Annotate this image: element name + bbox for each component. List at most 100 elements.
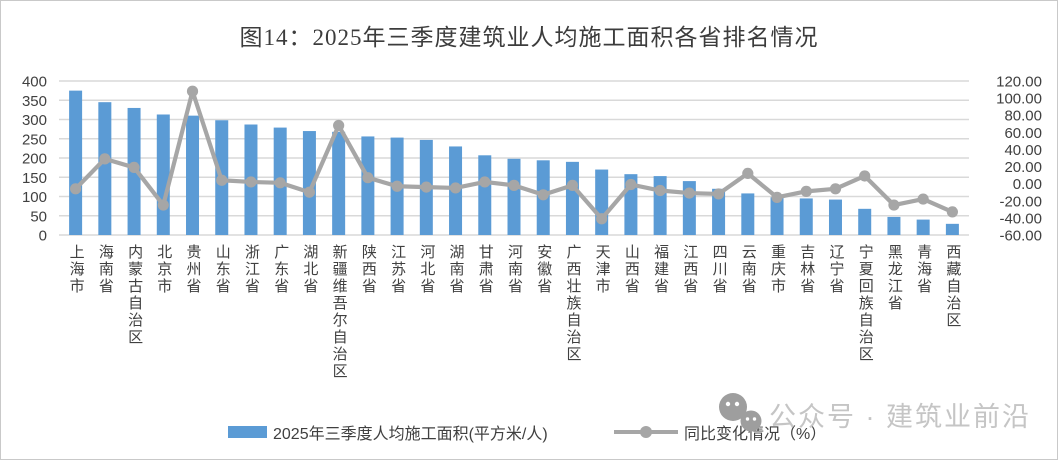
line-point-青海省	[917, 193, 929, 205]
category-label-广西壮族自治区: 广西壮族自治区	[564, 244, 582, 363]
legend-line-label: 同比变化情况（%）	[684, 426, 827, 443]
bar-四川省	[712, 188, 726, 235]
line-point-重庆市	[771, 191, 783, 203]
left-axis-tick: 400	[22, 74, 47, 91]
category-label-山东省: 山东省	[213, 244, 231, 295]
line-point-湖北省	[303, 186, 316, 198]
line-point-上海市	[70, 183, 82, 195]
category-label-山西省: 山西省	[622, 244, 640, 295]
line-point-山西省	[625, 178, 637, 191]
line-point-宁夏回族自治区	[859, 170, 871, 182]
line-point-四川省	[712, 188, 725, 200]
category-label-青海省: 青海省	[915, 244, 933, 295]
watermark: 公众号 · 建筑业前沿	[713, 391, 1031, 437]
line-point-陕西省	[362, 172, 374, 184]
line-point-贵州省	[186, 85, 199, 97]
bar-重庆市	[770, 197, 784, 235]
line-point-辽宁省	[829, 183, 842, 195]
bar-黑龙江省	[887, 216, 901, 235]
right-axis-tick: -40.00	[999, 210, 1042, 227]
category-label-陕西省: 陕西省	[359, 244, 377, 295]
left-axis-tick: 150	[22, 170, 47, 187]
right-axis-tick: -60.00	[999, 228, 1042, 245]
bar-上海市	[69, 90, 83, 235]
category-label-西藏自治区: 西藏自治区	[944, 244, 962, 329]
line-point-海南省	[99, 153, 111, 165]
line-point-北京市	[157, 199, 169, 211]
category-label-湖南省: 湖南省	[447, 244, 465, 295]
legend-item-bar-series: 2025年三季度人均施工面积(平方米/人)	[228, 420, 548, 444]
line-point-天津市	[596, 213, 608, 225]
line-point-广西壮族自治区	[566, 179, 579, 191]
category-label-贵州省: 贵州省	[184, 244, 202, 295]
category-label-湖北省: 湖北省	[301, 244, 319, 295]
bar-天津市	[595, 169, 609, 235]
bar-陕西省	[361, 136, 375, 235]
line-point-黑龙江省	[888, 199, 900, 211]
watermark-text: 公众号 · 建筑业前沿	[769, 401, 1031, 432]
line-point-甘肃省	[479, 176, 491, 188]
right-axis-tick: 80.00	[1004, 108, 1042, 125]
left-axis-tick: 300	[22, 112, 47, 129]
bar-辽宁省	[828, 199, 842, 235]
category-label-辽宁省: 辽宁省	[827, 244, 845, 295]
category-label-江苏省: 江苏省	[389, 244, 407, 295]
right-axis-tick: 0.00	[1013, 176, 1042, 193]
bar-宁夏回族自治区	[858, 208, 872, 235]
right-axis-tick: 20.00	[1004, 159, 1042, 176]
bar-海南省	[98, 102, 112, 235]
category-label-海南省: 海南省	[96, 244, 114, 295]
bar-云南省	[741, 193, 755, 235]
chart-title: 图14：2025年三季度建筑业人均施工面积各省排名情况	[239, 25, 819, 50]
category-label-上海市: 上海市	[67, 244, 85, 295]
line-point-江苏省	[391, 180, 403, 192]
bar-吉林省	[799, 198, 813, 235]
right-axis-tick: -20.00	[999, 193, 1042, 210]
line-point-云南省	[742, 167, 754, 179]
category-label-四川省: 四川省	[710, 244, 728, 295]
left-axis-tick: 350	[22, 93, 47, 110]
category-label-宁夏回族自治区: 宁夏回族自治区	[856, 244, 874, 363]
category-label-天津市: 天津市	[593, 244, 611, 295]
bar-贵州省	[186, 115, 200, 235]
category-label-河北省: 河北省	[418, 244, 436, 295]
line-series-swatch	[614, 425, 678, 439]
category-label-北京市: 北京市	[155, 244, 173, 295]
line-point-新疆维吾尔自治区	[333, 119, 345, 132]
legend: 2025年三季度人均施工面积(平方米/人) 同比变化情况（%）	[1, 416, 1057, 446]
left-axis-tick: 0	[39, 228, 47, 245]
bar-西藏自治区	[945, 223, 959, 235]
bar-青海省	[916, 219, 930, 235]
category-label-甘肃省: 甘肃省	[476, 244, 494, 295]
line-swatch-marker	[640, 426, 652, 438]
category-label-河南省: 河南省	[506, 244, 523, 295]
bar-湖北省	[302, 131, 316, 235]
line-point-吉林省	[800, 185, 812, 197]
line-point-河北省	[420, 181, 432, 193]
line-point-内蒙古自治区	[128, 161, 140, 174]
legend-item-line-series: 同比变化情况（%）	[614, 420, 826, 444]
right-axis-tick: 100.00	[996, 91, 1042, 108]
category-label-重庆市: 重庆市	[769, 244, 787, 295]
line-point-河南省	[508, 179, 520, 191]
wechat-icon	[719, 393, 762, 432]
category-label-新疆维吾尔自治区: 新疆维吾尔自治区	[330, 244, 348, 380]
line-point-广东省	[274, 177, 286, 189]
left-axis-tick: 50	[30, 208, 47, 225]
category-label-安徽省: 安徽省	[535, 244, 553, 295]
line-point-湖南省	[449, 182, 462, 194]
plot-area: 0 50 100 150 200 250 300 350 400 -60.00-40.00-20.…	[22, 74, 1042, 245]
category-label-福建省: 福建省	[652, 244, 670, 295]
bar-甘肃省	[478, 155, 492, 235]
category-label-江西省: 江西省	[681, 244, 699, 295]
line-point-山东省	[216, 174, 228, 186]
line-point-浙江省	[245, 176, 257, 188]
category-label-黑龙江省: 黑龙江省	[885, 244, 903, 312]
bar-河南省	[507, 158, 521, 235]
category-label-吉林省: 吉林省	[798, 244, 816, 295]
category-label-浙江省: 浙江省	[242, 244, 260, 295]
left-axis-tick: 100	[22, 189, 47, 206]
left-axis-tick: 200	[22, 151, 47, 168]
bar-新疆维吾尔自治区	[332, 131, 346, 235]
